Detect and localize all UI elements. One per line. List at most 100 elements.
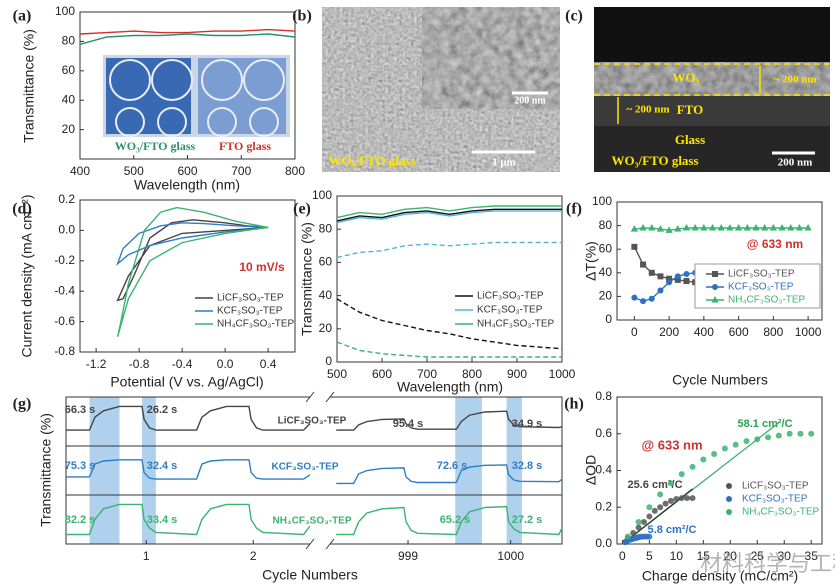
marker	[717, 223, 725, 231]
marker	[700, 223, 708, 231]
marker	[691, 223, 699, 231]
x-tick-label: -1.2	[86, 357, 107, 371]
annotation: @ 633 nm	[641, 437, 702, 452]
marker	[712, 284, 718, 290]
logo-circle	[157, 107, 187, 137]
data-line	[116, 219, 269, 302]
annotation: 25.6 cm²/C	[627, 479, 682, 491]
marker	[678, 471, 685, 478]
marker	[711, 450, 718, 457]
marker	[667, 497, 674, 504]
y-tick-label: 0.4	[595, 463, 612, 477]
marker	[640, 298, 647, 305]
y-tick-label: 0.0	[58, 223, 75, 237]
axis-break-mark	[305, 538, 315, 550]
marker	[631, 294, 638, 301]
x-tick-label: 25	[751, 549, 765, 563]
marker	[754, 436, 761, 443]
annotation: 1 μm	[492, 157, 516, 169]
y-tick-label: 80	[62, 34, 76, 48]
x-axis-title: Wavelength (nm)	[397, 379, 503, 395]
legend-label: KCF₃SO₃-TEP	[477, 305, 543, 316]
annotation: Glass	[675, 132, 705, 147]
marker	[666, 279, 673, 286]
highlight-band	[506, 397, 522, 544]
panel-label: (c)	[565, 8, 583, 25]
y-tick-label: 40	[319, 288, 333, 302]
data-line	[336, 298, 563, 350]
annotation: @ 633 nm	[747, 237, 803, 251]
marker	[667, 480, 674, 487]
x-tick-label: 800	[285, 164, 305, 178]
x-tick-label: 15	[697, 549, 711, 563]
x-tick-label: 30	[778, 549, 792, 563]
data-line	[336, 341, 562, 358]
y-tick-label: 60	[599, 241, 613, 255]
response-time-label: 95.4 s	[393, 418, 424, 430]
x-tick-label: 35	[805, 549, 819, 563]
marker	[635, 524, 642, 531]
marker	[712, 271, 718, 277]
marker	[646, 504, 653, 511]
logo-circle	[151, 59, 193, 101]
x-tick-label: 20	[724, 549, 738, 563]
x-axis-title: Cycle Numbers	[672, 372, 768, 388]
data-line	[336, 210, 562, 224]
y-tick-label: 100	[312, 188, 332, 202]
marker	[657, 287, 664, 294]
y-tick-label: 0.2	[58, 192, 75, 206]
y-tick-label: 40	[599, 265, 613, 279]
x-tick-label: 400	[70, 164, 90, 178]
data-line	[66, 405, 563, 431]
marker	[639, 223, 647, 231]
x-tick-label: 0	[619, 549, 626, 563]
annotation: 58.1 cm²/C	[737, 418, 792, 430]
marker	[640, 261, 647, 268]
x-tick-label: 1000	[795, 325, 822, 339]
annotation: 200 nm	[514, 95, 546, 106]
data-line	[66, 503, 563, 536]
marker	[721, 445, 728, 452]
y-tick-label: 0	[325, 354, 332, 368]
x-tick-label: 5	[646, 549, 653, 563]
annotation: ~ 200 nm	[626, 104, 669, 116]
legend-label: NH₄CF₃SO₃-TEP	[217, 319, 295, 330]
logo-circle	[249, 107, 279, 137]
x-tick-label: 700	[417, 367, 437, 381]
annotation: WO₃/FTO glass	[328, 153, 415, 168]
legend-label: LiCF₃SO₃-TEP	[217, 293, 284, 304]
y-tick-label: 0.8	[595, 389, 612, 403]
data-line	[116, 222, 269, 266]
x-tick-label: -0.4	[172, 357, 193, 371]
watermark: 材料科学与工程	[700, 552, 835, 577]
x-tick-label: 700	[231, 164, 251, 178]
x-tick-label: 999	[398, 549, 418, 563]
y-tick-label: 20	[62, 122, 76, 136]
x-tick-label: 2	[250, 549, 257, 563]
y-tick-label: -0.6	[54, 314, 75, 328]
marker	[787, 223, 795, 231]
data-line	[336, 208, 562, 222]
series-label: NH₄CF₃SO₃-TEP	[272, 516, 351, 527]
x-tick-label: 400	[694, 325, 714, 339]
marker	[700, 456, 707, 463]
marker	[761, 223, 769, 231]
y-tick-label: 100	[592, 194, 612, 208]
marker	[808, 430, 815, 437]
x-tick-label: 0.4	[260, 357, 277, 371]
x-tick-label: -0.8	[129, 357, 150, 371]
legend-label: KCF₃SO₃-TEP	[217, 306, 283, 317]
marker	[683, 278, 690, 285]
marker	[657, 491, 664, 498]
marker	[674, 276, 681, 283]
y-tick-label: -0.8	[54, 344, 75, 358]
marker	[726, 509, 732, 515]
marker	[630, 529, 637, 536]
data-line	[336, 241, 562, 259]
marker	[631, 243, 638, 250]
y-axis-title: Current density (mA cm⁻²)	[19, 195, 35, 358]
logo-circle	[201, 59, 243, 101]
logo-circle	[109, 59, 151, 101]
legend-label: LiCF₃SO₃-TEP	[728, 269, 795, 280]
